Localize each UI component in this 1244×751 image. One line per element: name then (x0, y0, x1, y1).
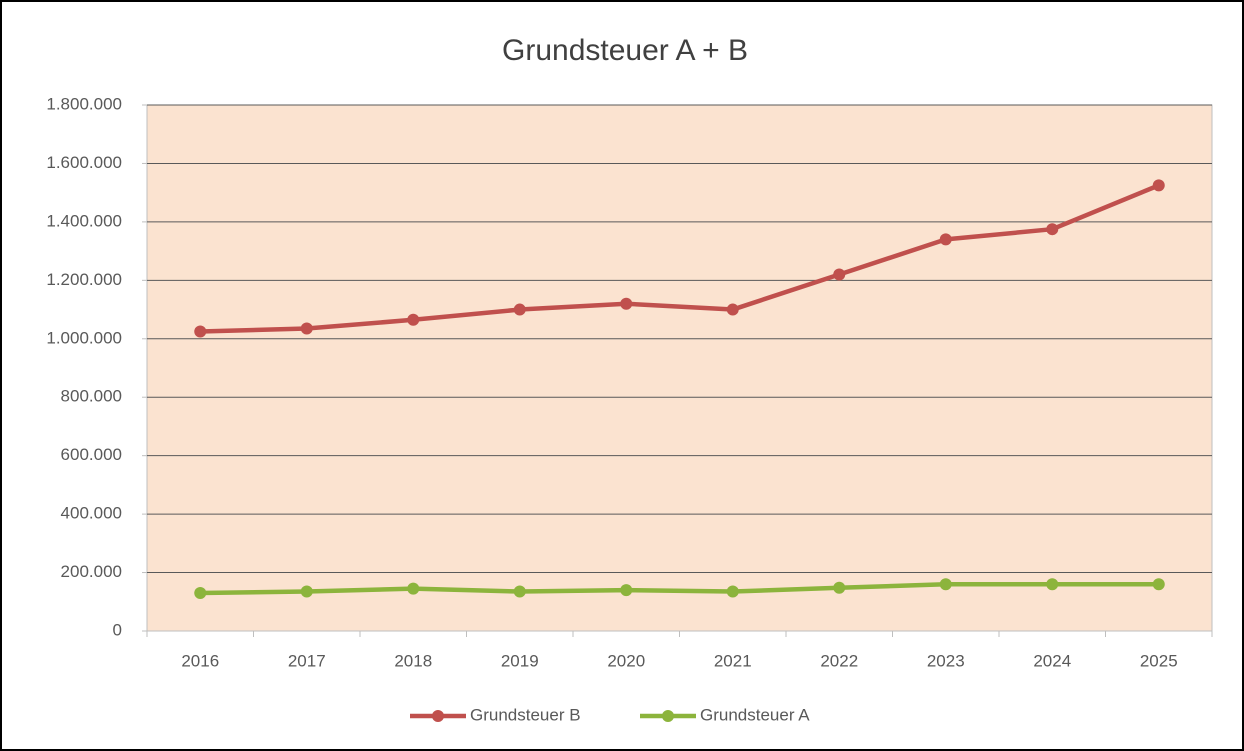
data-point (620, 297, 633, 310)
y-tick-label: 400.000 (61, 504, 122, 523)
y-tick-label: 0 (113, 620, 122, 639)
data-point (300, 322, 313, 335)
legend-label: Grundsteuer B (470, 705, 581, 724)
data-point (1152, 179, 1165, 192)
y-tick-label: 1.000.000 (46, 328, 122, 347)
data-point (726, 585, 739, 598)
data-point (939, 578, 952, 591)
chart-title: Grundsteuer A + B (502, 34, 748, 67)
data-point (300, 585, 313, 598)
y-tick-label: 1.400.000 (46, 211, 122, 230)
y-tick-label: 200.000 (61, 562, 122, 581)
x-tick-label: 2022 (820, 651, 858, 670)
data-point (1046, 223, 1059, 236)
data-point (939, 233, 952, 246)
x-tick-label: 2017 (288, 651, 326, 670)
data-point (620, 584, 633, 597)
x-tick-label: 2025 (1140, 651, 1178, 670)
y-tick-label: 1.200.000 (46, 270, 122, 289)
y-tick-label: 1.600.000 (46, 153, 122, 172)
data-point (833, 268, 846, 281)
series-line (200, 581, 1159, 596)
data-point (726, 303, 739, 316)
y-tick-label: 1.800.000 (46, 94, 122, 113)
data-point (194, 325, 207, 338)
legend-marker (662, 710, 674, 722)
data-point (407, 313, 420, 326)
y-tick-label: 600.000 (61, 445, 122, 464)
legend-label: Grundsteuer A (700, 705, 810, 724)
x-tick-label: 2016 (181, 651, 219, 670)
data-point (513, 585, 526, 598)
plot-area (146, 104, 1213, 632)
data-point (407, 582, 420, 595)
y-tick-label: 800.000 (61, 387, 122, 406)
x-tick-label: 2023 (927, 651, 965, 670)
x-tick-label: 2024 (1033, 651, 1071, 670)
x-tick-label: 2019 (501, 651, 539, 670)
legend-marker (432, 710, 444, 722)
series-line (200, 183, 1160, 334)
data-point (1152, 578, 1165, 591)
x-tick-label: 2021 (714, 651, 752, 670)
x-tick-label: 2020 (607, 651, 645, 670)
data-point (1046, 578, 1059, 591)
data-point (194, 587, 207, 600)
data-point (833, 581, 846, 594)
data-point (513, 303, 526, 316)
x-tick-label: 2018 (394, 651, 432, 670)
